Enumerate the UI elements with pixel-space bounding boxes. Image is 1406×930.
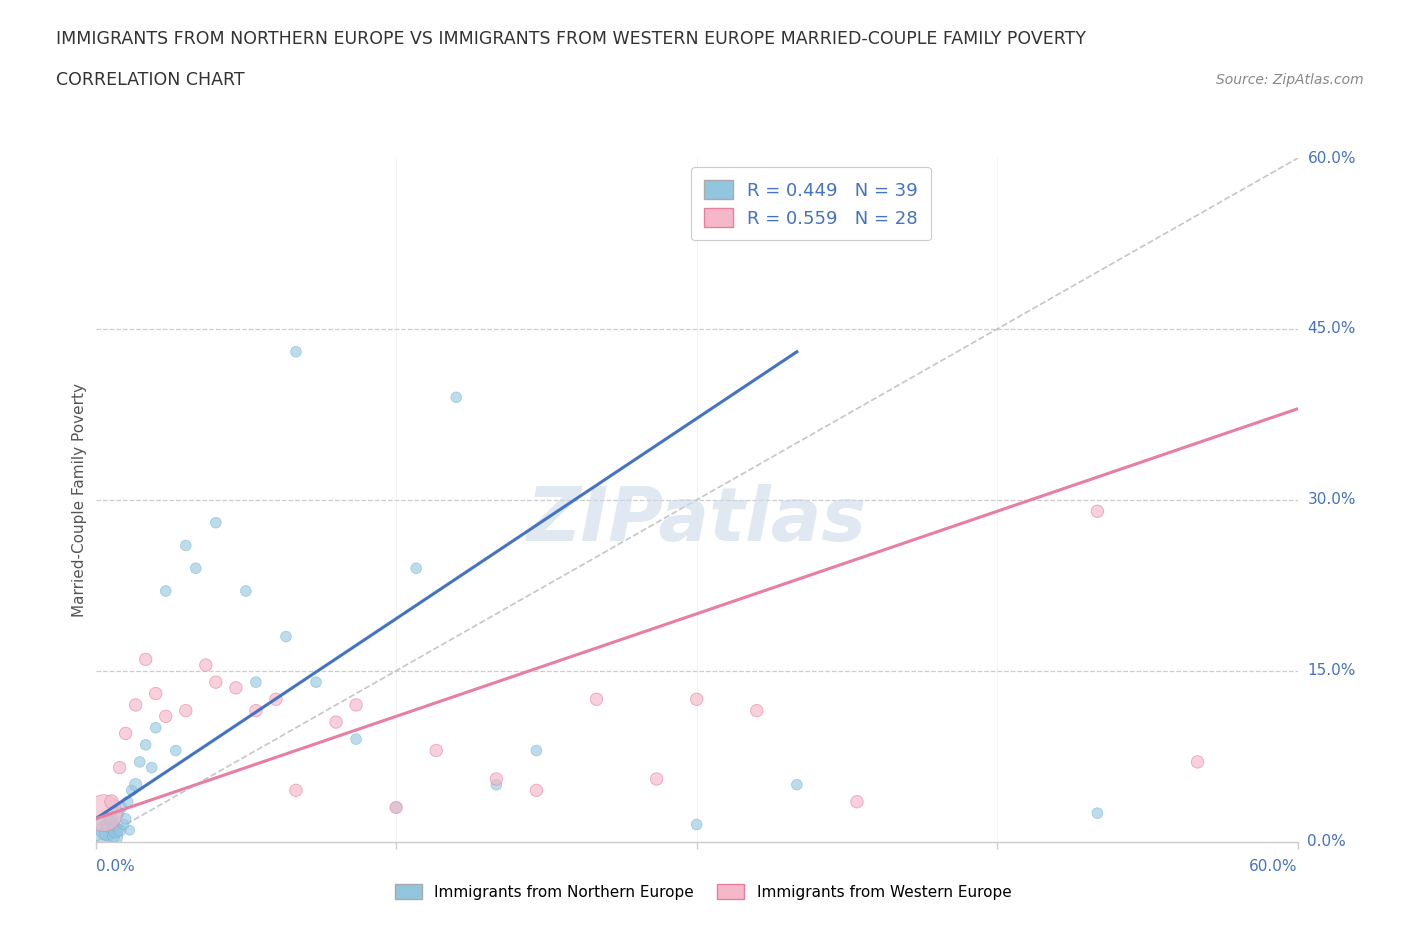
Point — [526, 783, 548, 798]
Point — [90, 829, 112, 844]
Point — [245, 675, 267, 690]
Text: 45.0%: 45.0% — [1308, 322, 1355, 337]
Y-axis label: Married-Couple Family Poverty: Married-Couple Family Poverty — [72, 383, 87, 617]
Point — [112, 817, 135, 832]
Point — [174, 703, 197, 718]
Point — [124, 698, 148, 712]
Point — [446, 390, 468, 405]
Point — [385, 800, 408, 815]
Point — [485, 777, 508, 792]
Point — [235, 584, 257, 599]
Point — [686, 692, 709, 707]
Point — [526, 743, 548, 758]
Point — [284, 783, 308, 798]
Point — [274, 630, 297, 644]
Point — [155, 584, 177, 599]
Point — [94, 823, 117, 838]
Point — [745, 703, 768, 718]
Point — [121, 783, 143, 798]
Point — [405, 561, 427, 576]
Point — [184, 561, 207, 576]
Point — [344, 698, 367, 712]
Point — [425, 743, 447, 758]
Point — [93, 805, 115, 820]
Point — [1187, 754, 1209, 769]
Point — [284, 344, 308, 359]
Point — [846, 794, 869, 809]
Text: 0.0%: 0.0% — [1308, 834, 1346, 849]
Point — [485, 772, 508, 787]
Point — [344, 732, 367, 747]
Point — [165, 743, 187, 758]
Point — [585, 692, 607, 707]
Point — [135, 652, 157, 667]
Point — [108, 823, 131, 838]
Point — [128, 754, 150, 769]
Point — [107, 805, 129, 820]
Text: Source: ZipAtlas.com: Source: ZipAtlas.com — [1216, 73, 1364, 87]
Point — [103, 829, 125, 844]
Point — [98, 817, 121, 832]
Point — [104, 823, 127, 838]
Point — [108, 760, 131, 775]
Text: 60.0%: 60.0% — [1308, 151, 1355, 166]
Point — [305, 675, 328, 690]
Point — [145, 720, 167, 735]
Legend: Immigrants from Northern Europe, Immigrants from Western Europe: Immigrants from Northern Europe, Immigra… — [388, 877, 1018, 906]
Legend: R = 0.449   N = 39, R = 0.559   N = 28: R = 0.449 N = 39, R = 0.559 N = 28 — [692, 167, 931, 240]
Point — [225, 681, 247, 696]
Point — [100, 811, 122, 827]
Point — [145, 686, 167, 701]
Point — [645, 772, 668, 787]
Text: CORRELATION CHART: CORRELATION CHART — [56, 71, 245, 88]
Point — [100, 794, 122, 809]
Point — [118, 823, 141, 838]
Point — [174, 538, 197, 552]
Point — [205, 675, 228, 690]
Point — [114, 811, 136, 827]
Point — [114, 726, 136, 741]
Point — [194, 658, 217, 672]
Point — [97, 825, 120, 840]
Point — [205, 515, 228, 530]
Point — [111, 800, 134, 815]
Point — [117, 794, 139, 809]
Point — [385, 800, 408, 815]
Point — [135, 737, 157, 752]
Text: 0.0%: 0.0% — [96, 859, 135, 874]
Point — [1087, 805, 1109, 820]
Point — [264, 692, 287, 707]
Point — [141, 760, 163, 775]
Point — [786, 777, 808, 792]
Text: ZIPatlas: ZIPatlas — [527, 484, 866, 557]
Text: 30.0%: 30.0% — [1308, 492, 1355, 508]
Point — [124, 777, 148, 792]
Text: 60.0%: 60.0% — [1250, 859, 1298, 874]
Text: 15.0%: 15.0% — [1308, 663, 1355, 678]
Text: IMMIGRANTS FROM NORTHERN EUROPE VS IMMIGRANTS FROM WESTERN EUROPE MARRIED-COUPLE: IMMIGRANTS FROM NORTHERN EUROPE VS IMMIG… — [56, 30, 1087, 47]
Point — [245, 703, 267, 718]
Point — [155, 709, 177, 724]
Point — [686, 817, 709, 832]
Point — [1087, 504, 1109, 519]
Point — [325, 714, 347, 729]
